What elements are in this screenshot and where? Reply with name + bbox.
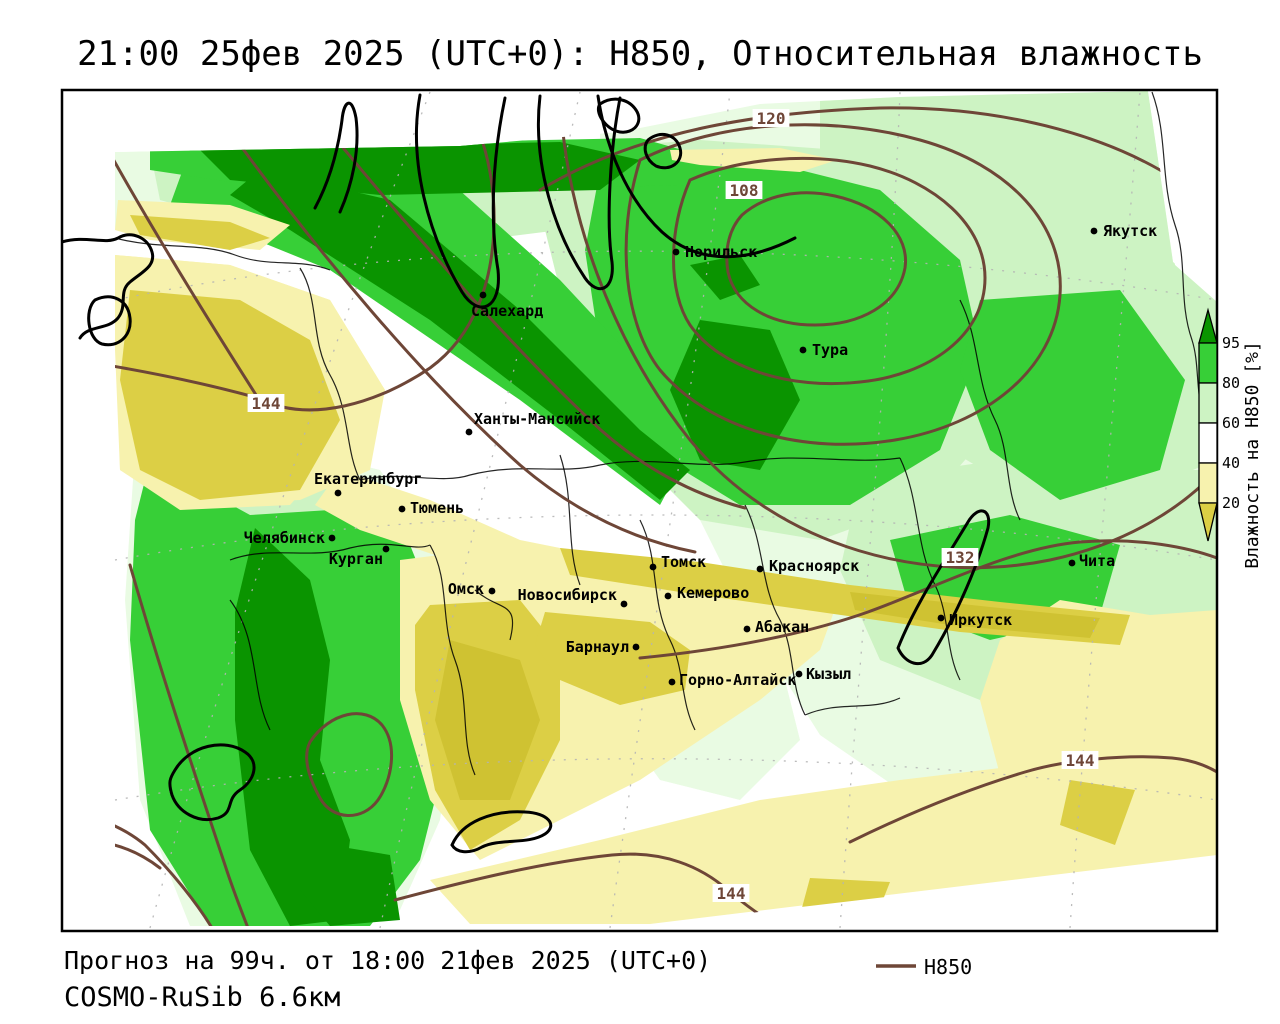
contour-label: 144 (717, 884, 746, 903)
humidity-colorbar: 95 80 60 40 20 (1198, 307, 1240, 542)
city-marker (488, 587, 496, 595)
colorbar-segment (1198, 342, 1218, 384)
city-label: Красноярск (769, 557, 859, 575)
forecast-info: Прогноз на 99ч. от 18:00 21фев 2025 (UTC… (64, 946, 712, 975)
city-marker (620, 600, 628, 608)
contour-label: 144 (252, 394, 281, 413)
city-marker (465, 428, 473, 436)
colorbar-segment (1198, 382, 1218, 424)
colorbar-tick-label: 40 (1222, 454, 1240, 472)
city-label: Норильск (685, 243, 757, 261)
colorbar-tick-label: 60 (1222, 414, 1240, 432)
colorbar-arrow-down (1198, 502, 1218, 542)
city-label: Ханты-Мансийск (474, 410, 600, 428)
city-marker (334, 489, 342, 497)
city-marker (382, 545, 390, 553)
city-label: Челябинск (244, 529, 325, 547)
colorbar-axis-label: Влажность на H850 [%] (1242, 341, 1263, 569)
city-label: Екатеринбург (314, 470, 422, 488)
colorbar-segment (1198, 462, 1218, 504)
contour-label-box (752, 109, 790, 127)
map-frame (60, 88, 1219, 933)
city-marker (672, 248, 680, 256)
city-marker (795, 670, 803, 678)
contour-label: 108 (730, 181, 759, 200)
contour-label-layer: 120 108 144 132 144 144 (247, 109, 1099, 903)
city-label: Чита (1079, 552, 1115, 570)
colorbar-tick-label: 20 (1222, 494, 1240, 512)
city-label: Тура (812, 341, 848, 359)
contour-label: 144 (1066, 751, 1095, 770)
city-label: Кемерово (677, 584, 749, 602)
city-label: Омск (448, 580, 484, 598)
city-label: Томск (661, 553, 706, 571)
colorbar-tick-label: 80 (1222, 374, 1240, 392)
contour-label-box (725, 181, 763, 199)
city-label: Новосибирск (518, 586, 617, 604)
city-label: Горно-Алтайск (679, 671, 796, 689)
contour-label-box (712, 884, 750, 902)
city-label: Кызыл (806, 665, 851, 683)
contour-label: 132 (946, 548, 975, 567)
city-layer: Якутск Норильск Салехард Тура Ханты-Мансийск… (244, 222, 1157, 689)
city-marker (1068, 559, 1076, 567)
city-marker (398, 505, 406, 513)
city-label: Абакан (755, 618, 809, 636)
coastline-layer (62, 93, 991, 854)
city-marker (649, 563, 657, 571)
colorbar-tick-label: 95 (1222, 334, 1240, 352)
contour-label-box (247, 394, 285, 412)
model-info: COSMO-RuSib 6.6км (64, 982, 341, 1013)
city-label: Барнаул (566, 638, 629, 656)
city-marker (479, 291, 487, 299)
region-boundary-layer (114, 91, 1206, 776)
city-label: Салехард (471, 302, 543, 320)
page-title: 21:00 25фев 2025 (UTC+0): H850, Относите… (77, 34, 1203, 74)
city-marker (756, 565, 764, 573)
city-marker (743, 625, 751, 633)
colorbar-segment (1198, 422, 1218, 464)
contour-label-box (941, 548, 979, 566)
city-marker (937, 614, 945, 622)
city-label: Якутск (1103, 222, 1157, 240)
contour-label: 120 (757, 109, 786, 128)
city-marker (328, 534, 336, 542)
city-marker (664, 592, 672, 600)
city-marker (1090, 227, 1098, 235)
legend-label: H850 (924, 955, 972, 979)
city-label: Курган (329, 550, 383, 568)
city-marker (632, 643, 640, 651)
contour-label-box (1061, 751, 1099, 769)
city-label: Иркутск (949, 611, 1012, 629)
city-marker (668, 678, 676, 686)
humidity-fill-layer (115, 91, 1217, 926)
city-marker (799, 346, 807, 354)
city-label: Тюмень (410, 499, 464, 517)
